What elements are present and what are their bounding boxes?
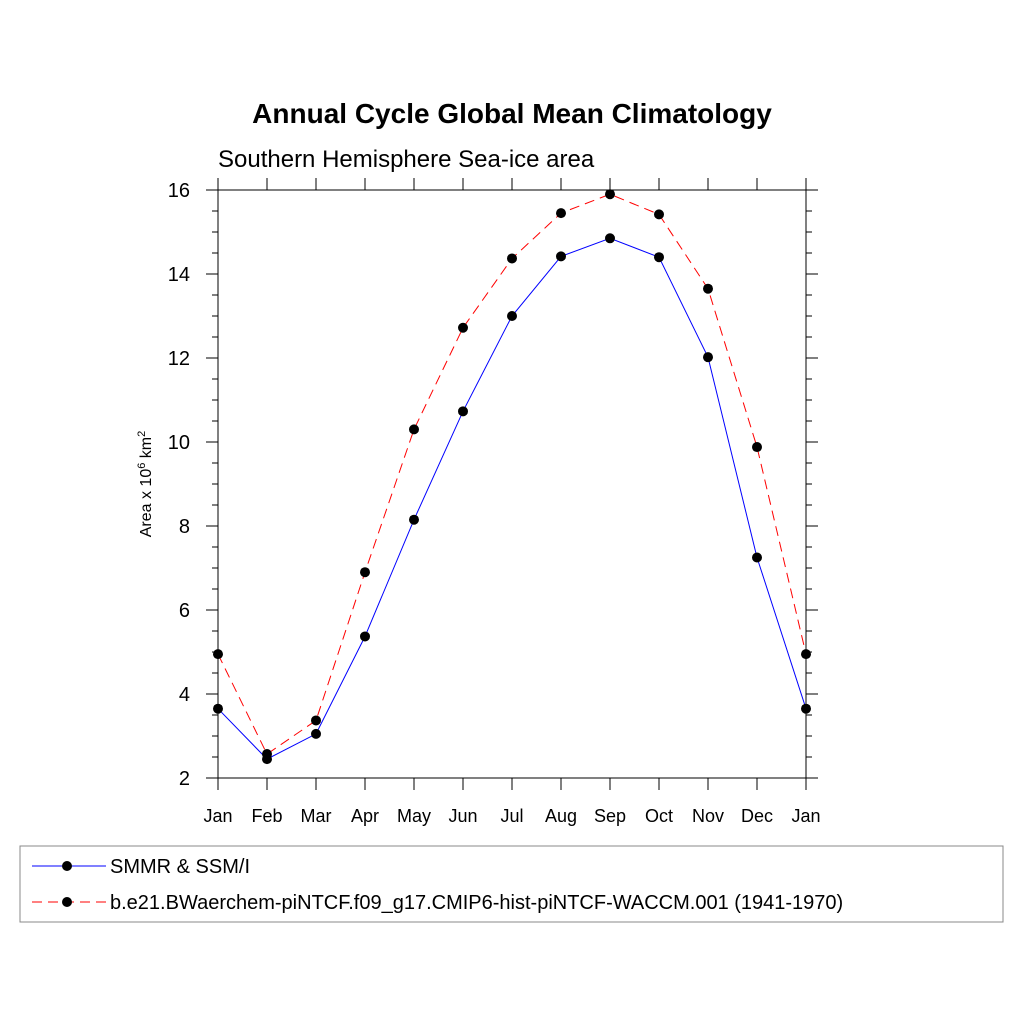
series-2-point bbox=[605, 189, 615, 200]
series-1-point bbox=[605, 233, 615, 244]
series-1-point bbox=[507, 311, 517, 321]
series-1-point bbox=[409, 514, 419, 525]
legend: SMMR & SSM/I b.e21.BWaerchem-piNTCF.f09_g… bbox=[19, 845, 1004, 923]
x-tick-label: Feb bbox=[251, 806, 282, 826]
x-tick-label: Jul bbox=[500, 806, 523, 826]
series-2-point bbox=[360, 567, 370, 578]
x-tick-label: Jun bbox=[448, 806, 477, 826]
y-tick-label: 14 bbox=[168, 264, 190, 286]
series-1-point bbox=[752, 552, 762, 563]
series-lines bbox=[217, 193, 807, 760]
series-2-point bbox=[311, 715, 321, 726]
series-2-point bbox=[801, 649, 811, 660]
series-1-point bbox=[213, 703, 223, 714]
plot-frame-border bbox=[217, 189, 807, 779]
series-1-point bbox=[360, 631, 370, 642]
series-1-point bbox=[458, 406, 468, 417]
series-2-point bbox=[458, 322, 468, 333]
x-tick-label: Aug bbox=[545, 806, 577, 826]
series-1-point bbox=[654, 252, 664, 263]
series-1-point bbox=[311, 728, 321, 739]
x-tick-label: Mar bbox=[301, 806, 332, 826]
y-axis-label: Area x 106 km2 bbox=[136, 431, 155, 538]
series-2-point bbox=[262, 749, 272, 760]
x-tick-label: Nov bbox=[692, 806, 724, 826]
x-tick-label: Jan bbox=[791, 806, 820, 826]
series-2-point bbox=[703, 283, 713, 294]
chart-title: Annual Cycle Global Mean Climatology bbox=[252, 98, 772, 129]
x-axis-ticks: Jan Feb Mar Apr May Jun Jul Aug Sep Oct Nov Dec Jan bbox=[203, 178, 821, 826]
legend-label-1: SMMR & SSM/I bbox=[110, 856, 250, 878]
y-tick-label: 16 bbox=[168, 180, 190, 202]
series-2-point bbox=[752, 442, 762, 453]
x-tick-label: Dec bbox=[741, 806, 773, 826]
x-tick-label: Oct bbox=[645, 806, 673, 826]
series-2-point bbox=[213, 649, 223, 660]
chart-subtitle: Southern Hemisphere Sea-ice area bbox=[218, 146, 595, 173]
series-1-point bbox=[556, 251, 566, 262]
series-2-point bbox=[556, 208, 566, 219]
series-2-point bbox=[409, 424, 419, 435]
y-axis-ticks: 2 4 6 8 10 12 14 16 bbox=[168, 180, 818, 790]
legend-marker-1 bbox=[62, 861, 72, 871]
legend-label-2: b.e21.BWaerchem-piNTCF.f09_g17.CMIP6-his… bbox=[110, 892, 843, 914]
series-line-2 bbox=[217, 193, 807, 755]
y-tick-label: 6 bbox=[179, 600, 190, 622]
series-2-point bbox=[507, 253, 517, 264]
y-tick-label: 12 bbox=[168, 348, 190, 370]
series-1-point bbox=[703, 352, 713, 363]
y-tick-label: 8 bbox=[179, 516, 190, 538]
series-2-point bbox=[654, 209, 664, 220]
x-tick-label: Sep bbox=[594, 806, 626, 826]
series-markers bbox=[213, 189, 811, 765]
y-tick-label: 4 bbox=[179, 684, 190, 706]
plot-frame bbox=[217, 189, 807, 779]
y-tick-label: 2 bbox=[179, 768, 190, 790]
legend-box bbox=[19, 845, 1004, 923]
series-1-point bbox=[801, 703, 811, 714]
x-tick-label: Jan bbox=[203, 806, 232, 826]
x-tick-label: Apr bbox=[351, 806, 379, 826]
legend-marker-2 bbox=[62, 897, 72, 907]
y-tick-label: 10 bbox=[168, 432, 190, 454]
x-tick-label: May bbox=[397, 806, 431, 826]
